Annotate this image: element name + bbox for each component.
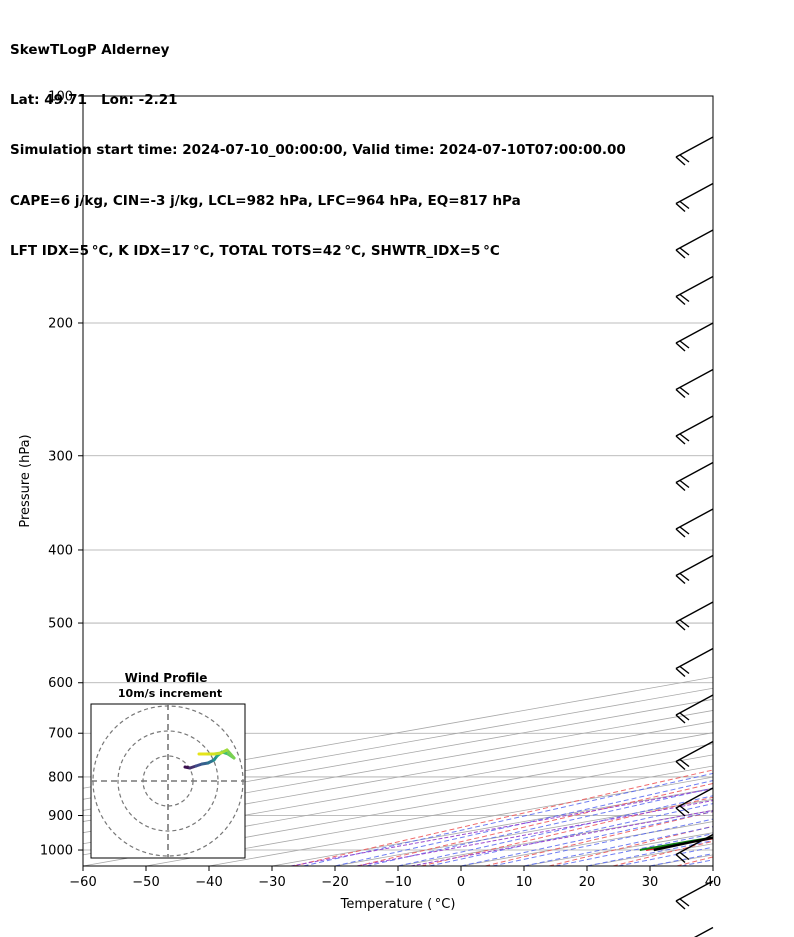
y-tick-label: 400 bbox=[48, 543, 73, 558]
profile-lines bbox=[639, 836, 713, 852]
y-tick-label: 300 bbox=[48, 449, 73, 464]
header-title: SkewTLogP Alderney bbox=[10, 41, 170, 58]
cape-shading bbox=[693, 837, 713, 842]
wind-barb bbox=[675, 880, 714, 910]
x-tick-label: −60 bbox=[69, 875, 96, 890]
x-tick-label: 10 bbox=[516, 875, 533, 890]
wind-barb bbox=[675, 136, 714, 166]
x-tick-label: −20 bbox=[321, 875, 348, 890]
moist-adiabat bbox=[429, 803, 713, 866]
isotherm-line bbox=[523, 832, 713, 866]
x-tick-label: 30 bbox=[642, 875, 659, 890]
y-axis-label: Pressure (hPa) bbox=[18, 434, 33, 527]
moist-adiabat bbox=[618, 846, 713, 866]
isotherm-line bbox=[83, 732, 713, 845]
mixing-ratio-line bbox=[410, 809, 713, 866]
y-tick-label: 700 bbox=[48, 727, 73, 742]
isotherm-line bbox=[460, 821, 713, 866]
wind-barb bbox=[675, 461, 714, 492]
dry-adiabat bbox=[293, 769, 713, 866]
hodograph-ring bbox=[117, 730, 219, 832]
y-tick-label: 600 bbox=[48, 676, 73, 691]
wind-barb bbox=[675, 554, 714, 585]
isotherm-line bbox=[271, 787, 713, 866]
isotherm-line bbox=[712, 865, 713, 866]
isotherm-line bbox=[586, 843, 713, 866]
dry-adiabat bbox=[741, 96, 794, 866]
mixing-ratio-line bbox=[356, 800, 713, 866]
chart-header: SkewTLogP Alderney Lat: 49.71 Lon: -2.21… bbox=[10, 8, 626, 277]
moist-adiabat bbox=[303, 772, 713, 866]
x-tick-label: −10 bbox=[384, 875, 411, 890]
wind-barb bbox=[675, 787, 714, 817]
background-lines bbox=[83, 96, 794, 866]
dry-adiabat bbox=[548, 825, 713, 866]
moist-adiabat bbox=[397, 795, 713, 866]
isotherm-line bbox=[397, 810, 713, 866]
dry-adiabat bbox=[612, 840, 713, 866]
wind-barb bbox=[675, 601, 714, 631]
isotherm-line bbox=[334, 798, 713, 866]
moist-adiabat bbox=[523, 826, 713, 866]
dry-adiabat bbox=[676, 856, 713, 866]
x-axis-label: Temperature ( °C) bbox=[340, 897, 456, 912]
hodograph-segment bbox=[225, 748, 236, 760]
y-tick-label: 500 bbox=[48, 617, 73, 632]
wind-barb bbox=[675, 740, 714, 771]
wind-barb bbox=[675, 508, 714, 538]
dry-adiabat bbox=[421, 796, 713, 866]
moist-adiabat bbox=[460, 810, 713, 866]
inset-subtitle: 10m/s increment bbox=[118, 687, 222, 700]
wind-barb bbox=[675, 833, 714, 864]
isotherm-line bbox=[83, 687, 713, 800]
dry-adiabat bbox=[357, 782, 713, 866]
x-tick-label: 40 bbox=[705, 875, 722, 890]
moist-adiabat bbox=[334, 780, 713, 866]
wind-profile-inset: Wind Profile 10m/s increment bbox=[90, 671, 246, 859]
header-indices-2: LFT IDX=5 °C, K IDX=17 °C, TOTAL TOTS=42… bbox=[10, 243, 500, 260]
temperature-line bbox=[645, 837, 713, 851]
x-tick-label: −40 bbox=[195, 875, 222, 890]
wind-barb bbox=[693, 926, 714, 937]
wind-barb bbox=[675, 182, 714, 213]
isotherm-line bbox=[83, 721, 713, 834]
wind-barb bbox=[675, 647, 714, 678]
y-tick-label: 200 bbox=[48, 316, 73, 331]
x-tick-label: 0 bbox=[457, 875, 465, 890]
wind-barb bbox=[675, 694, 714, 724]
moist-adiabat bbox=[366, 787, 713, 866]
wind-barbs bbox=[675, 136, 714, 937]
isotherm-line bbox=[83, 676, 713, 789]
moist-adiabat bbox=[649, 853, 713, 866]
isotherm-line bbox=[649, 854, 713, 866]
moist-adiabat bbox=[681, 859, 713, 866]
y-tick-label: 800 bbox=[48, 770, 73, 785]
wind-barb bbox=[675, 415, 714, 445]
parcel-line bbox=[653, 836, 713, 852]
dewpoint-line bbox=[639, 836, 713, 851]
wind-barb bbox=[675, 229, 714, 259]
wind-barb bbox=[675, 368, 714, 399]
wind-barb bbox=[675, 275, 714, 306]
y-tick-label: 900 bbox=[48, 809, 73, 824]
mixing-ratio-line bbox=[290, 788, 713, 866]
axes: −60 −50 −40 −30 −20 −10 0 10 20 30 40 100 200 300 400 5… bbox=[40, 90, 721, 891]
moist-adiabat bbox=[586, 840, 713, 866]
header-times: Simulation start time: 2024-07-10_00:00:… bbox=[10, 142, 626, 159]
moist-adiabat bbox=[492, 818, 713, 866]
wind-barb bbox=[675, 322, 714, 352]
moist-adiabat bbox=[712, 865, 713, 866]
x-tick-label: −30 bbox=[258, 875, 285, 890]
isotherm-line bbox=[83, 698, 713, 811]
y-tick-label: 100 bbox=[48, 90, 73, 105]
inset-title: Wind Profile bbox=[125, 671, 208, 685]
y-tick-label: 1000 bbox=[40, 844, 73, 859]
dry-adiabat bbox=[485, 811, 713, 866]
x-tick-label: 20 bbox=[579, 875, 596, 890]
x-tick-label: −50 bbox=[132, 875, 159, 890]
isotherm-line bbox=[83, 710, 713, 822]
